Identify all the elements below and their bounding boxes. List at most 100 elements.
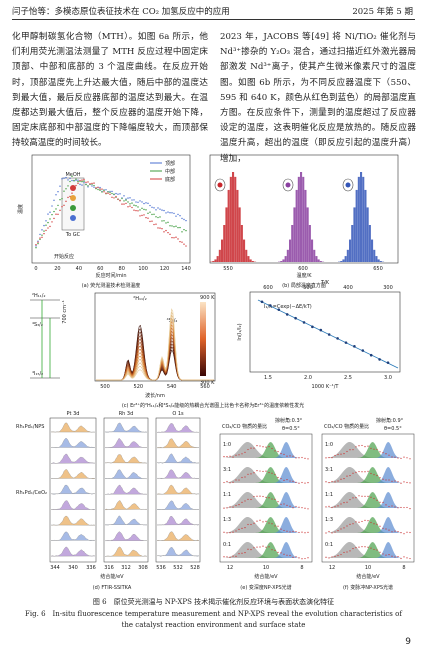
point [285,313,289,316]
peak [104,484,148,495]
hist-bar [373,249,376,262]
data-dot [268,497,270,499]
data-dot [379,451,381,453]
panel-label: Rh 3d [119,411,134,417]
axes [49,417,97,563]
data-dot [241,501,243,503]
curve-dot [117,198,119,200]
curve-dot [53,210,55,213]
data-dot [301,456,303,459]
axes [155,417,201,563]
data-dot [307,508,309,510]
data-dot [397,556,399,558]
data-dot [334,506,336,508]
curve-dot [145,216,147,219]
data-dot [364,519,366,521]
data-dot [226,532,228,534]
data-dot [280,552,282,554]
data-dot [289,531,291,533]
curve-dot [55,213,57,215]
peak [324,442,412,458]
data-dot [331,556,333,558]
point [327,333,331,336]
angle-label: 掠射角:0.9° [376,417,404,424]
curve-dot [71,192,73,194]
data-dot [379,501,381,503]
y-label: ln(I₁/I₂) [237,323,243,340]
data-dot [385,554,387,556]
curve-dot [47,213,49,215]
curve-dot [53,217,55,220]
header-rule [12,19,415,20]
hist-bar [245,249,248,262]
curve-dot [129,197,131,199]
data-dot [277,551,279,554]
subcaption: (c) Er³⁺的²H₁₁/₂和⁴S₃/₂能级的热耦合光谱图上比色卡名称为Er³… [122,402,304,409]
data-dot [346,525,348,527]
data-dot [367,546,369,548]
axes [103,417,149,563]
data-dot [382,553,384,555]
curve-dot [161,227,163,230]
curve-dot [75,184,77,187]
top-tick-label: 600 [263,285,273,291]
data-dot [334,555,336,558]
x-tick-label: 532 [173,565,183,571]
curve-dot [123,203,125,205]
icon [345,182,351,188]
axes [321,433,415,563]
curve-dot [107,192,109,194]
curve-dot [125,202,127,205]
curve-dot [179,226,181,229]
curve-dot [157,227,159,229]
peak [222,442,310,458]
curve-dot [81,179,83,181]
data-dot [397,481,399,483]
hist-bar [293,207,296,262]
ratio-label: CO₂/CO 物质的量比 [222,423,267,430]
data-dot [337,480,339,482]
data-dot [253,547,255,549]
hist-bar [362,176,365,262]
data-dot [286,504,288,506]
data-dot [343,527,345,529]
data-dot [364,495,366,497]
peak [104,422,148,433]
curve-dot [181,241,183,243]
spectrum [96,336,214,381]
ratio: 3:1 [223,467,231,473]
icon [282,178,294,192]
data-dot [346,551,348,553]
curve-dot [135,205,137,207]
data-dot [331,480,333,483]
hist-bar [355,189,358,262]
curve-dot [101,191,103,193]
level-label: ²H₁₁/₂ [32,293,45,299]
curve-dot [81,180,83,183]
curve-dot [37,240,39,242]
figure-caption-en: Fig. 6 In-situ fluorescence temperature … [25,610,402,629]
peak [324,492,412,508]
data-dot [271,447,273,450]
data-dot [361,546,363,548]
data-dot [283,453,285,455]
curve-dot [43,230,45,232]
spectrum [96,324,214,381]
curve-dot [103,191,105,193]
data-dot [301,507,303,509]
peak [156,469,200,480]
data-dot [349,449,351,451]
data-dot [382,478,384,480]
point [344,341,348,344]
data-dot [226,507,228,509]
peak [156,453,200,464]
curve-dot [45,229,47,232]
data-dot [244,527,246,529]
data-dot [376,474,378,477]
data-dot [250,447,252,449]
peak [324,492,412,508]
curve-dot [37,242,39,245]
curve-dot [177,226,179,229]
curve-dot [137,201,139,203]
curve-dot [179,214,181,217]
